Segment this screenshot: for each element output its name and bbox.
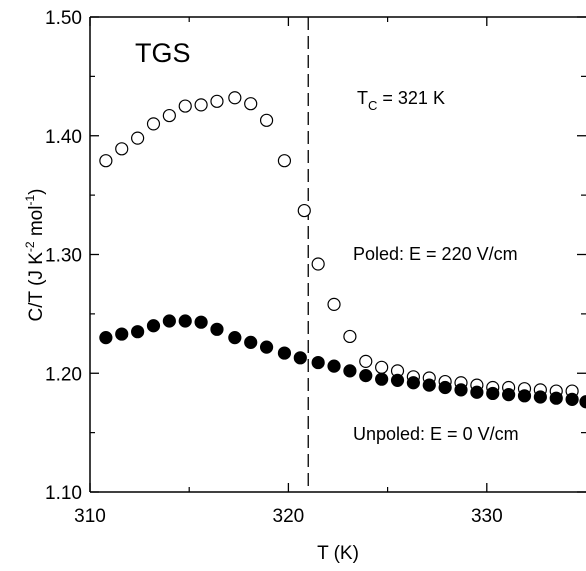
y-axis-title-sup: -2 — [23, 241, 37, 252]
y-tick-label: 1.10 — [45, 483, 82, 504]
poled-data-point — [375, 360, 389, 374]
poled-series-label: Poled: E = 220 V/cm — [353, 244, 518, 264]
unpoled-data-point — [549, 391, 563, 405]
poled-data-point — [311, 257, 325, 271]
poled-data-point — [99, 154, 113, 168]
poled-data-point — [359, 354, 373, 368]
y-tick-label: 1.50 — [45, 8, 82, 29]
unpoled-data-point — [565, 392, 579, 406]
poled-data-point — [162, 108, 176, 123]
axis-ticks — [89, 16, 586, 493]
unpoled-data-point — [178, 314, 192, 328]
y-axis-title-part: mol — [26, 206, 47, 242]
unpoled-data-point — [406, 376, 420, 390]
x-axis-title: T (K) — [317, 543, 359, 564]
unpoled-data-point — [517, 389, 532, 403]
unpoled-data-point — [486, 386, 500, 401]
sample-label: TGS — [135, 38, 191, 68]
poled-data-point — [259, 113, 274, 127]
tc-label-sub: C — [368, 98, 377, 113]
y-tick-label: 1.20 — [45, 364, 82, 385]
unpoled-data-point — [327, 359, 341, 373]
poled-data-point — [277, 154, 292, 168]
poled-data-point — [131, 131, 145, 145]
y-tick-label: 1.30 — [45, 246, 82, 267]
x-tick-label: 330 — [471, 506, 503, 527]
unpoled-data-point — [311, 355, 325, 370]
unpoled-data-point — [454, 383, 468, 397]
tc-label: TC = 321 K — [357, 88, 445, 113]
y-tick-label: 1.40 — [45, 127, 82, 148]
unpoled-data-point — [375, 372, 389, 386]
poled-data-point — [194, 98, 208, 112]
y-axis-title-part: C/T (J K — [26, 252, 47, 322]
unpoled-data-point — [533, 390, 547, 404]
poled-data-point — [244, 97, 258, 111]
poled-data-point — [146, 117, 161, 131]
poled-data-point — [210, 94, 224, 108]
y-axis-title: C/T (J K-2 mol-1) — [23, 189, 47, 322]
unpoled-data-point — [438, 380, 452, 395]
poled-data-point — [297, 203, 311, 218]
unpoled-data-point — [293, 351, 307, 365]
poled-data-point — [327, 297, 341, 311]
poled-data-point — [178, 99, 192, 113]
x-tick-label: 320 — [273, 506, 305, 527]
unpoled-data-point — [277, 346, 292, 360]
unpoled-data-point — [210, 322, 224, 336]
unpoled-data-point — [579, 395, 586, 409]
unpoled-data-point — [470, 385, 484, 399]
x-tick-label: 310 — [74, 506, 106, 527]
tc-label-t: T — [357, 88, 368, 108]
unpoled-data-point — [115, 327, 129, 341]
unpoled-data-point — [343, 364, 357, 378]
unpoled-data-point — [259, 340, 274, 354]
unpoled-data-point — [131, 325, 145, 339]
poled-data-point — [343, 329, 357, 344]
unpoled-data-point — [194, 315, 208, 329]
unpoled-data-point — [502, 388, 516, 402]
poled-data-point — [228, 91, 242, 105]
y-axis-title-sup: -1 — [23, 195, 37, 206]
unpoled-series-label: Unpoled: E = 0 V/cm — [353, 424, 519, 444]
unpoled-data-point — [162, 314, 176, 328]
unpoled-data-point — [228, 331, 242, 345]
unpoled-data-point — [359, 369, 373, 383]
unpoled-data-point — [99, 331, 113, 345]
axis-tick-labels: 310 320 330 1.10 1.20 1.30 1.40 1.50 — [45, 8, 503, 527]
unpoled-data-point — [244, 335, 258, 349]
unpoled-data-point — [390, 373, 405, 387]
unpoled-data-point — [146, 319, 161, 333]
data-points — [99, 91, 586, 409]
tc-label-rest: = 321 K — [377, 88, 445, 108]
unpoled-data-point — [422, 378, 436, 392]
poled-data-point — [115, 142, 129, 156]
y-axis-title-part: ) — [26, 189, 47, 195]
